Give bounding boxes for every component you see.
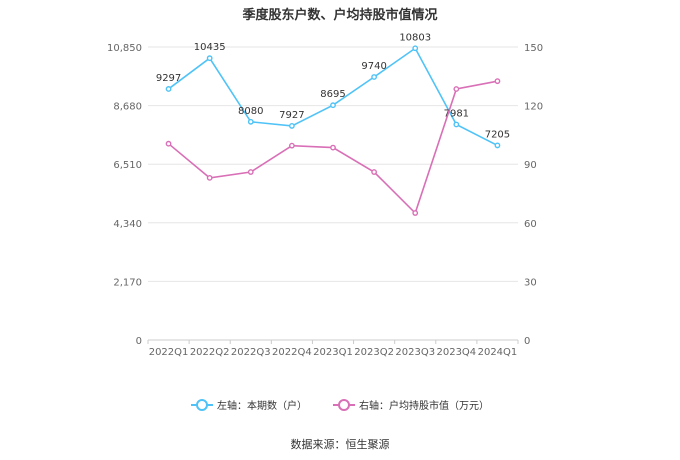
series-point-left (288, 123, 295, 129)
legend-item-left-series[interactable]: 左轴：本期数（户） (191, 397, 307, 412)
right-axis-tick-label: 90 (524, 160, 537, 171)
data-label: 9297 (156, 73, 181, 84)
series-point-left (330, 102, 336, 109)
x-axis-tick-label: 2022Q3 (231, 347, 271, 358)
series-point-right (453, 86, 460, 92)
series-point-left (247, 118, 254, 125)
x-axis-tick-label: 2023Q4 (436, 347, 476, 358)
legend-left-label: 左轴：本期数（户） (217, 401, 307, 412)
x-axis-tick-label: 2023Q3 (395, 347, 435, 358)
x-axis-tick-label: 2022Q2 (190, 347, 230, 358)
right-axis-tick-label: 60 (524, 219, 537, 230)
data-label: 8080 (238, 106, 263, 117)
legend-left-swatch-icon (191, 398, 213, 411)
data-label: 10803 (399, 32, 431, 43)
series-point-right (247, 169, 254, 175)
data-label: 9740 (361, 61, 386, 72)
x-axis-tick-label: 2023Q2 (354, 347, 394, 358)
data-source: 数据来源：恒生聚源 (290, 438, 390, 451)
x-axis-tick-label: 2022Q1 (149, 347, 189, 358)
series-point-left (494, 142, 501, 149)
chart-title: 季度股东户数、户均持股市值情况 (242, 8, 438, 23)
x-axis-tick-label: 2023Q1 (313, 347, 353, 358)
series-point-left (165, 86, 172, 92)
legend-right-label: 右轴：户均持股市值（万元） (359, 401, 489, 412)
series-point-right (165, 140, 172, 147)
left-axis-tick-label: 0 (136, 336, 142, 347)
x-axis-tick-label: 2024Q1 (478, 347, 518, 358)
left-axis-tick-label: 6,510 (113, 160, 142, 171)
series-point-right (371, 169, 378, 175)
series-point-left (453, 121, 460, 128)
series-point-right (330, 144, 336, 151)
right-axis-tick-label: 0 (524, 336, 530, 347)
series-point-right (206, 174, 213, 181)
left-axis-tick-label: 4,340 (113, 219, 142, 230)
left-axis-tick-label: 8,680 (113, 102, 142, 113)
left-axis-tick-label: 10,850 (107, 43, 142, 54)
series-point-right (288, 142, 295, 149)
right-axis-tick-label: 150 (524, 43, 543, 54)
series-point-right (412, 210, 419, 216)
data-label: 8695 (320, 89, 345, 100)
series-point-left (206, 55, 213, 62)
data-label: 7981 (444, 108, 469, 119)
x-axis-tick-label: 2022Q4 (272, 347, 312, 358)
series-point-left (371, 74, 378, 80)
legend-item-right-series[interactable]: 右轴：户均持股市值（万元） (333, 397, 489, 412)
right-axis-tick-label: 30 (524, 277, 537, 288)
legend: 左轴：本期数（户） 右轴：户均持股市值（万元） (0, 397, 680, 412)
left-axis-tick-label: 2,170 (113, 277, 142, 288)
legend-right-swatch-icon (333, 398, 355, 411)
right-axis-tick-label: 120 (524, 102, 543, 113)
data-label: 7927 (279, 110, 304, 121)
data-label: 10435 (194, 42, 226, 53)
series-point-left (412, 45, 419, 52)
series-point-right (494, 78, 501, 85)
data-label: 7205 (485, 129, 510, 140)
